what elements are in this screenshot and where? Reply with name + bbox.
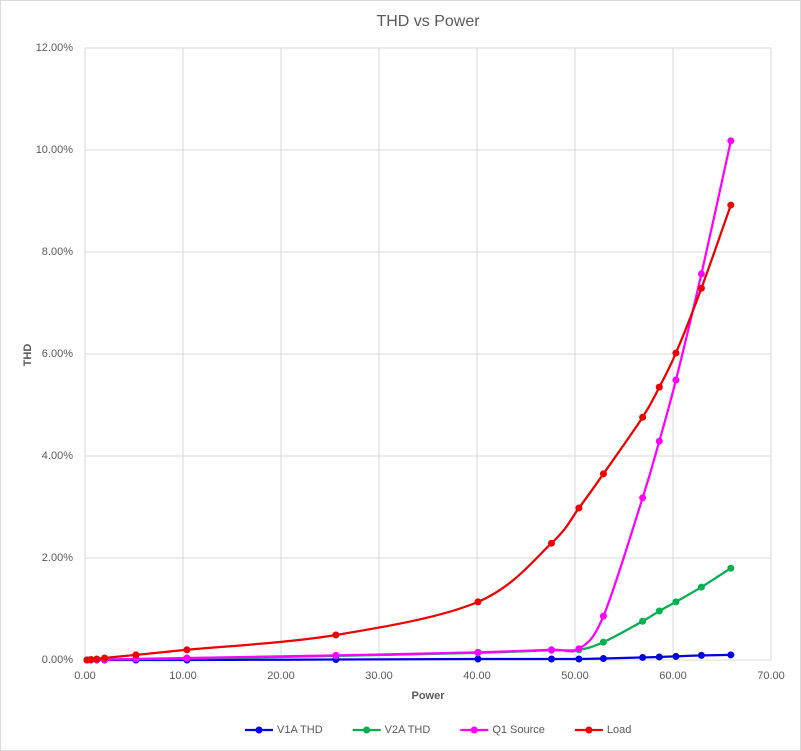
x-tick-label: 40.00 [463, 670, 491, 682]
data-point [547, 646, 555, 654]
data-point [132, 651, 140, 659]
y-tick-label: 0.00% [42, 654, 73, 666]
data-point [639, 653, 647, 661]
x-tick-label: 0.00 [74, 670, 95, 682]
data-point [183, 646, 191, 654]
data-point [332, 631, 340, 639]
data-point [672, 652, 680, 660]
data-point [655, 437, 663, 445]
data-point [599, 612, 607, 620]
data-point [672, 598, 680, 606]
data-point [575, 504, 583, 512]
x-tick-label: 10.00 [169, 670, 197, 682]
x-axis-title: Power [411, 690, 445, 702]
y-tick-label: 2.00% [42, 552, 73, 564]
data-point [575, 645, 583, 653]
y-tick-label: 6.00% [42, 348, 73, 360]
data-point [639, 617, 647, 625]
y-tick-label: 12.00% [36, 42, 74, 54]
data-point [639, 494, 647, 502]
legend-label: Q1 Source [492, 724, 545, 736]
x-tick-label: 60.00 [659, 670, 687, 682]
data-point [332, 651, 340, 659]
x-tick-label: 50.00 [561, 670, 589, 682]
data-point [87, 655, 95, 663]
data-point [697, 583, 705, 591]
y-axis-title: THD [22, 344, 34, 367]
data-point [599, 638, 607, 646]
y-tick-label: 8.00% [42, 246, 73, 258]
legend-label: Load [607, 724, 631, 736]
data-point [655, 383, 663, 391]
x-tick-label: 20.00 [267, 670, 295, 682]
x-tick-label: 30.00 [365, 670, 393, 682]
data-point [183, 654, 191, 662]
data-point [575, 655, 583, 663]
data-point [599, 470, 607, 478]
data-point [474, 598, 482, 606]
data-point [655, 607, 663, 615]
data-point [101, 654, 109, 662]
y-tick-label: 10.00% [36, 144, 74, 156]
data-point [697, 270, 705, 278]
legend-label: V2A THD [385, 724, 431, 736]
legend-marker [585, 726, 593, 734]
data-point [639, 413, 647, 421]
data-point [547, 655, 555, 663]
data-point [599, 654, 607, 662]
data-point [727, 564, 735, 572]
data-point [655, 653, 663, 661]
data-point [697, 284, 705, 292]
data-point [727, 651, 735, 659]
data-point [474, 655, 482, 663]
data-point [547, 539, 555, 547]
chart-title: THD vs Power [376, 13, 480, 30]
data-point [727, 137, 735, 145]
x-tick-label: 70.00 [757, 670, 785, 682]
data-point [474, 648, 482, 656]
legend-marker [470, 726, 478, 734]
data-point [93, 655, 101, 663]
legend-marker [363, 726, 371, 734]
data-point [672, 376, 680, 384]
data-point [672, 349, 680, 357]
data-point [697, 651, 705, 659]
legend-label: V1A THD [277, 724, 323, 736]
data-point [727, 201, 735, 209]
legend-marker [255, 726, 263, 734]
y-tick-label: 4.00% [42, 450, 73, 462]
